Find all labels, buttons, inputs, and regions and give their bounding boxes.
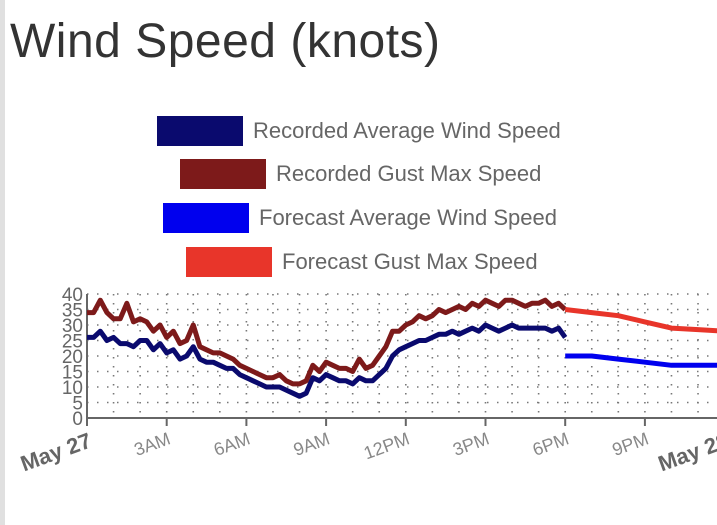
y-tick-label: 10 bbox=[62, 378, 83, 399]
y-tick-label: 20 bbox=[62, 347, 83, 368]
x-tick-label: 9PM bbox=[610, 428, 652, 459]
x-tick-label: May 28 bbox=[655, 428, 717, 477]
series-line-4 bbox=[564, 307, 717, 334]
y-tick-label: 15 bbox=[62, 363, 83, 384]
legend-swatch-recorded-gust bbox=[180, 159, 266, 189]
legend-swatch-recorded-average bbox=[157, 116, 243, 146]
legend-label-recorded-average: Recorded Average Wind Speed bbox=[253, 118, 561, 143]
series-line-2 bbox=[87, 297, 567, 387]
y-tick-label: 5 bbox=[72, 394, 83, 415]
x-tick-label: 9AM bbox=[291, 428, 333, 459]
chart-title: Wind Speed (knots) bbox=[10, 15, 441, 68]
series-line-3 bbox=[565, 353, 717, 368]
legend-label-forecast-average: Forecast Average Wind Speed bbox=[259, 205, 557, 230]
x-tick-label: May 27 bbox=[17, 428, 95, 477]
x-tick-label: 3AM bbox=[131, 428, 173, 459]
x-tick-label: 6PM bbox=[530, 428, 572, 459]
x-tick-label: 12PM bbox=[361, 428, 412, 463]
legend-item-forecast-average[interactable]: Forecast Average Wind Speed bbox=[163, 203, 557, 233]
y-tick-label: 30 bbox=[62, 316, 83, 337]
x-tick-label: 6AM bbox=[211, 428, 253, 459]
legend-swatch-forecast-gust bbox=[186, 247, 272, 277]
window-edge bbox=[0, 0, 5, 525]
legend-item-recorded-average[interactable]: Recorded Average Wind Speed bbox=[157, 116, 561, 146]
y-tick-label: 40 bbox=[62, 285, 83, 306]
legend-item-recorded-gust[interactable]: Recorded Gust Max Speed bbox=[180, 159, 541, 189]
legend-item-forecast-gust[interactable]: Forecast Gust Max Speed bbox=[186, 247, 538, 277]
x-tick-label: 3PM bbox=[450, 428, 492, 459]
legend-label-recorded-gust: Recorded Gust Max Speed bbox=[276, 161, 542, 186]
series-line-1 bbox=[87, 322, 568, 399]
legend-swatch-forecast-average bbox=[163, 203, 249, 233]
y-tick-label: 0 bbox=[72, 409, 83, 430]
y-tick-label: 35 bbox=[62, 301, 83, 322]
y-tick-label: 25 bbox=[62, 332, 83, 353]
legend-label-forecast-gust: Forecast Gust Max Speed bbox=[282, 249, 538, 274]
